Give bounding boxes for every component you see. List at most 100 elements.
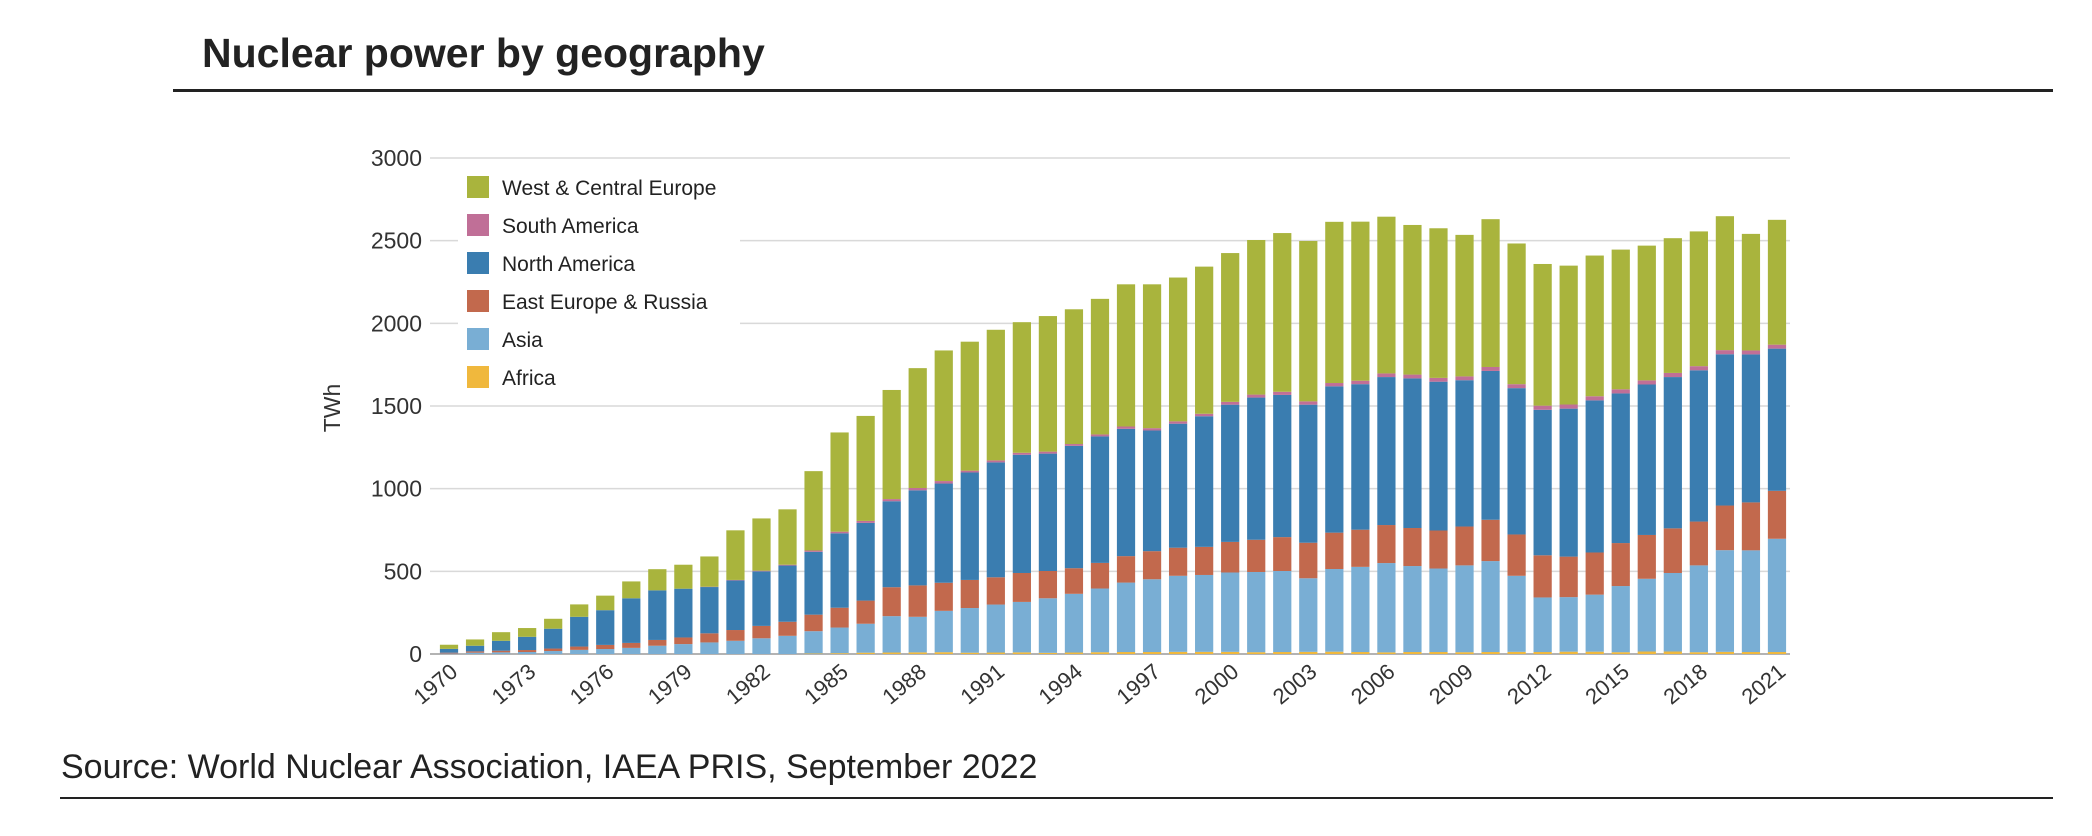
bar-segment — [1559, 556, 1578, 598]
bar-segment — [1637, 380, 1656, 385]
bar-segment — [1351, 384, 1370, 530]
bar-segment — [882, 587, 901, 617]
bar-segment — [1221, 572, 1240, 652]
bar-segment — [1481, 561, 1500, 653]
legend-entry: West & Central Europe — [502, 177, 716, 200]
bar-segment — [726, 580, 745, 631]
bar-segment — [1481, 219, 1500, 367]
bar-segment — [804, 550, 823, 552]
bar-segment — [1247, 571, 1266, 653]
legend-entry: East Europe & Russia — [502, 291, 708, 314]
bar-segment — [986, 652, 1005, 654]
bar-segment — [960, 341, 979, 471]
legend-swatch — [467, 366, 489, 388]
bar-segment — [1455, 526, 1474, 566]
bar-segment — [596, 595, 615, 611]
bar-segment — [1611, 389, 1630, 394]
bar-segment — [570, 646, 589, 650]
bar-segment — [1403, 378, 1422, 529]
bar-segment — [908, 490, 927, 586]
bar-segment — [1689, 366, 1708, 371]
bar-segment — [1038, 316, 1058, 452]
bar-segment — [1325, 651, 1344, 654]
bar-segment — [934, 610, 953, 653]
bar-segment — [596, 610, 615, 645]
bar-segment — [1090, 588, 1110, 653]
bar-segment — [1533, 555, 1552, 598]
bar-segment — [1741, 233, 1761, 351]
bar-segment — [1559, 404, 1578, 409]
bar-segment — [934, 350, 953, 482]
bar-segment — [908, 488, 927, 491]
legend-entry: South America — [502, 215, 639, 238]
bar-segment — [934, 481, 953, 484]
bar-segment — [908, 585, 927, 617]
bar-segment — [674, 637, 693, 645]
bar-segment — [1403, 374, 1422, 379]
bar-segment — [1142, 652, 1162, 654]
bar-segment — [1195, 574, 1214, 652]
bar-segment — [1455, 652, 1474, 654]
bar-segment — [752, 625, 771, 639]
bar-segment — [1090, 652, 1110, 654]
bar-segment — [1741, 354, 1761, 503]
bar-segment — [1585, 651, 1604, 654]
legend: West & Central Europe South America North … — [458, 166, 740, 396]
bar-segment — [1325, 221, 1344, 384]
bar-segment — [1377, 563, 1396, 653]
bar-segment — [1767, 652, 1787, 654]
x-tick-label: 1979 — [643, 659, 697, 710]
bar-segment — [778, 509, 797, 565]
page-title: Nuclear power by geography — [202, 30, 765, 76]
legend-entry: Asia — [502, 329, 543, 352]
bar-segment — [1689, 521, 1708, 566]
bar-segment — [544, 618, 563, 629]
bar-segment — [1715, 505, 1735, 551]
bar-segment — [882, 499, 901, 502]
x-tick-label: 2000 — [1190, 659, 1244, 710]
bar-segment — [1038, 652, 1058, 654]
bar-segment — [1168, 547, 1188, 576]
bar-segment — [1273, 394, 1292, 538]
bar-segment — [674, 564, 693, 589]
bar-segment — [1403, 224, 1422, 375]
y-tick-label: 3000 — [371, 145, 422, 171]
x-tick-label: 2009 — [1424, 659, 1478, 710]
bar-segment — [1689, 565, 1708, 653]
legend-entry: North America — [502, 253, 635, 276]
bar-segment — [1351, 380, 1370, 385]
bar-segment — [1611, 249, 1630, 390]
bar-segment — [1455, 565, 1474, 653]
bar-segment — [856, 652, 875, 654]
bar-segment — [1533, 263, 1552, 406]
bar-segment — [934, 483, 953, 583]
bar-segment — [856, 520, 875, 523]
bar-segment — [1377, 377, 1396, 526]
y-axis-label: TWh — [319, 384, 345, 433]
bar-segment — [518, 650, 537, 653]
bar-segment — [1715, 354, 1735, 506]
bar-segment — [1299, 240, 1318, 402]
bar-segment — [1689, 652, 1708, 654]
bar-segment — [1299, 651, 1318, 654]
bar-segment — [1064, 652, 1084, 654]
bar-segment — [1351, 652, 1370, 654]
bar-segment — [1273, 391, 1292, 395]
bar-segment — [622, 598, 641, 643]
bar-segment — [465, 651, 485, 653]
bar-segment — [856, 522, 875, 601]
bar-segment — [1715, 550, 1735, 652]
bar-segment — [1455, 376, 1474, 381]
bar-segment — [596, 649, 615, 654]
bar-segment — [1325, 569, 1344, 652]
bar-segment — [1195, 266, 1214, 414]
bar-segment — [1611, 543, 1630, 587]
bar-segment — [439, 652, 459, 654]
x-tick-label: 1991 — [955, 659, 1009, 710]
bar-segment — [960, 472, 979, 580]
bar-segment — [622, 581, 641, 599]
bar-segment — [778, 621, 797, 636]
bar-segment — [1533, 405, 1552, 410]
bar-segment — [518, 652, 537, 654]
